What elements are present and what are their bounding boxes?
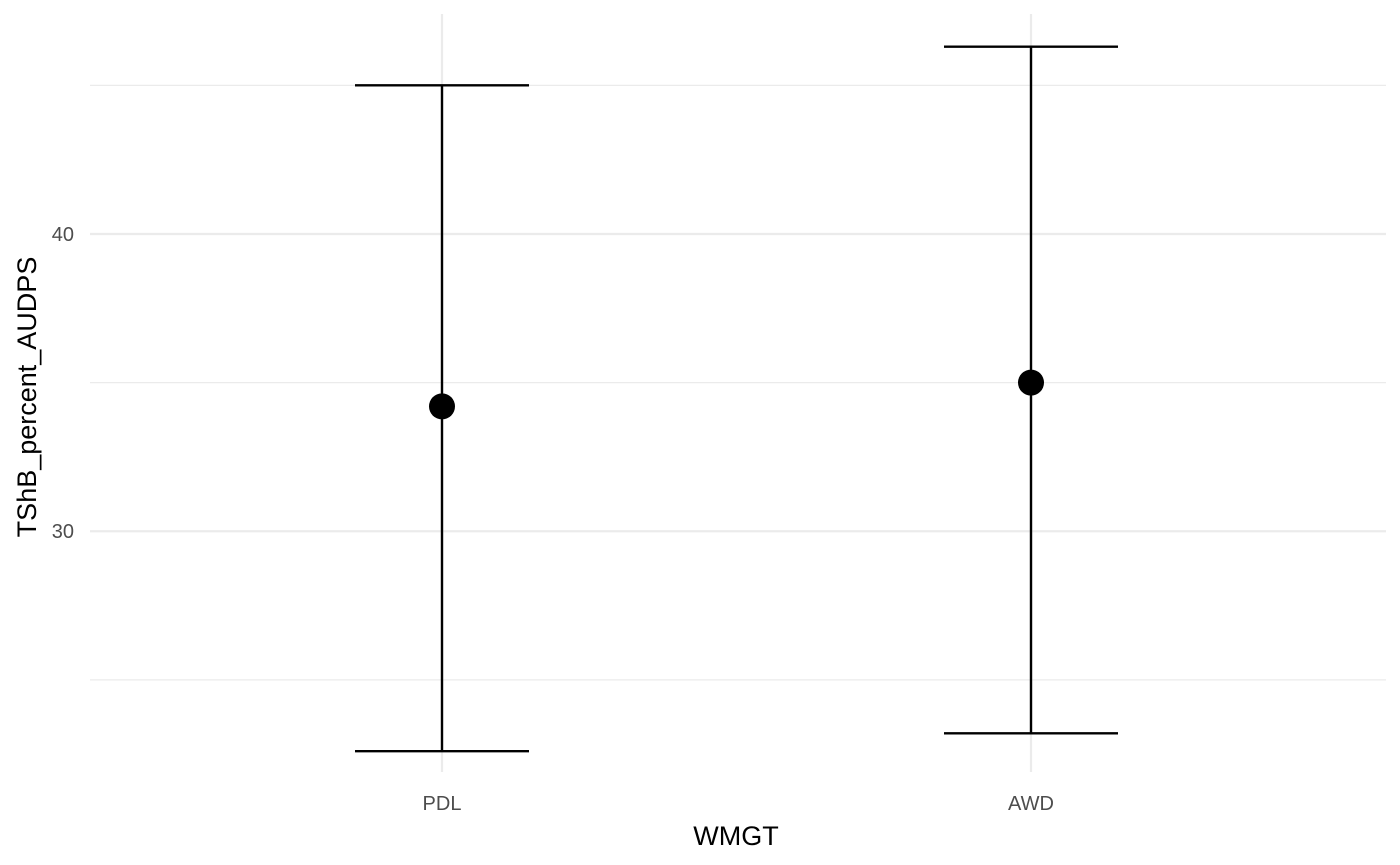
data-point (1018, 369, 1044, 396)
x-tick-label: AWD (1008, 793, 1054, 815)
grid-minor-lines (90, 84, 1386, 681)
y-axis-title: TShB_percent_AUDPS (12, 257, 42, 538)
y-tick-label: 40 (52, 224, 74, 246)
error-bars (355, 45, 1118, 753)
x-axis-tick-labels: PDL AWD (423, 793, 1054, 815)
data-points (429, 369, 1044, 420)
grid-major-lines (90, 14, 1386, 772)
y-tick-label: 30 (52, 521, 74, 543)
x-axis-title: WMGT (693, 821, 778, 851)
x-tick-label: PDL (423, 793, 462, 815)
y-axis-tick-labels: 30 40 (52, 224, 74, 543)
data-point (429, 393, 455, 420)
